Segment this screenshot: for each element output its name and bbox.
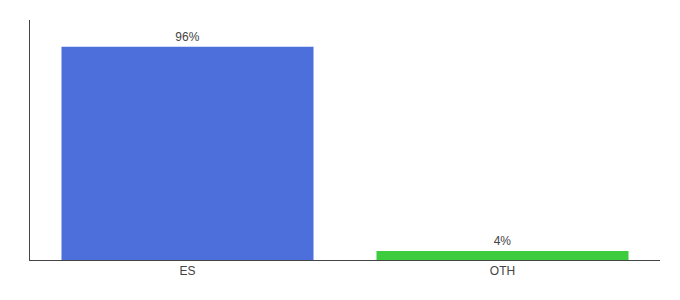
svg-text:4%: 4% <box>494 234 512 248</box>
svg-text:ES: ES <box>179 264 195 278</box>
svg-text:OTH: OTH <box>490 264 515 278</box>
svg-text:96%: 96% <box>175 30 199 44</box>
